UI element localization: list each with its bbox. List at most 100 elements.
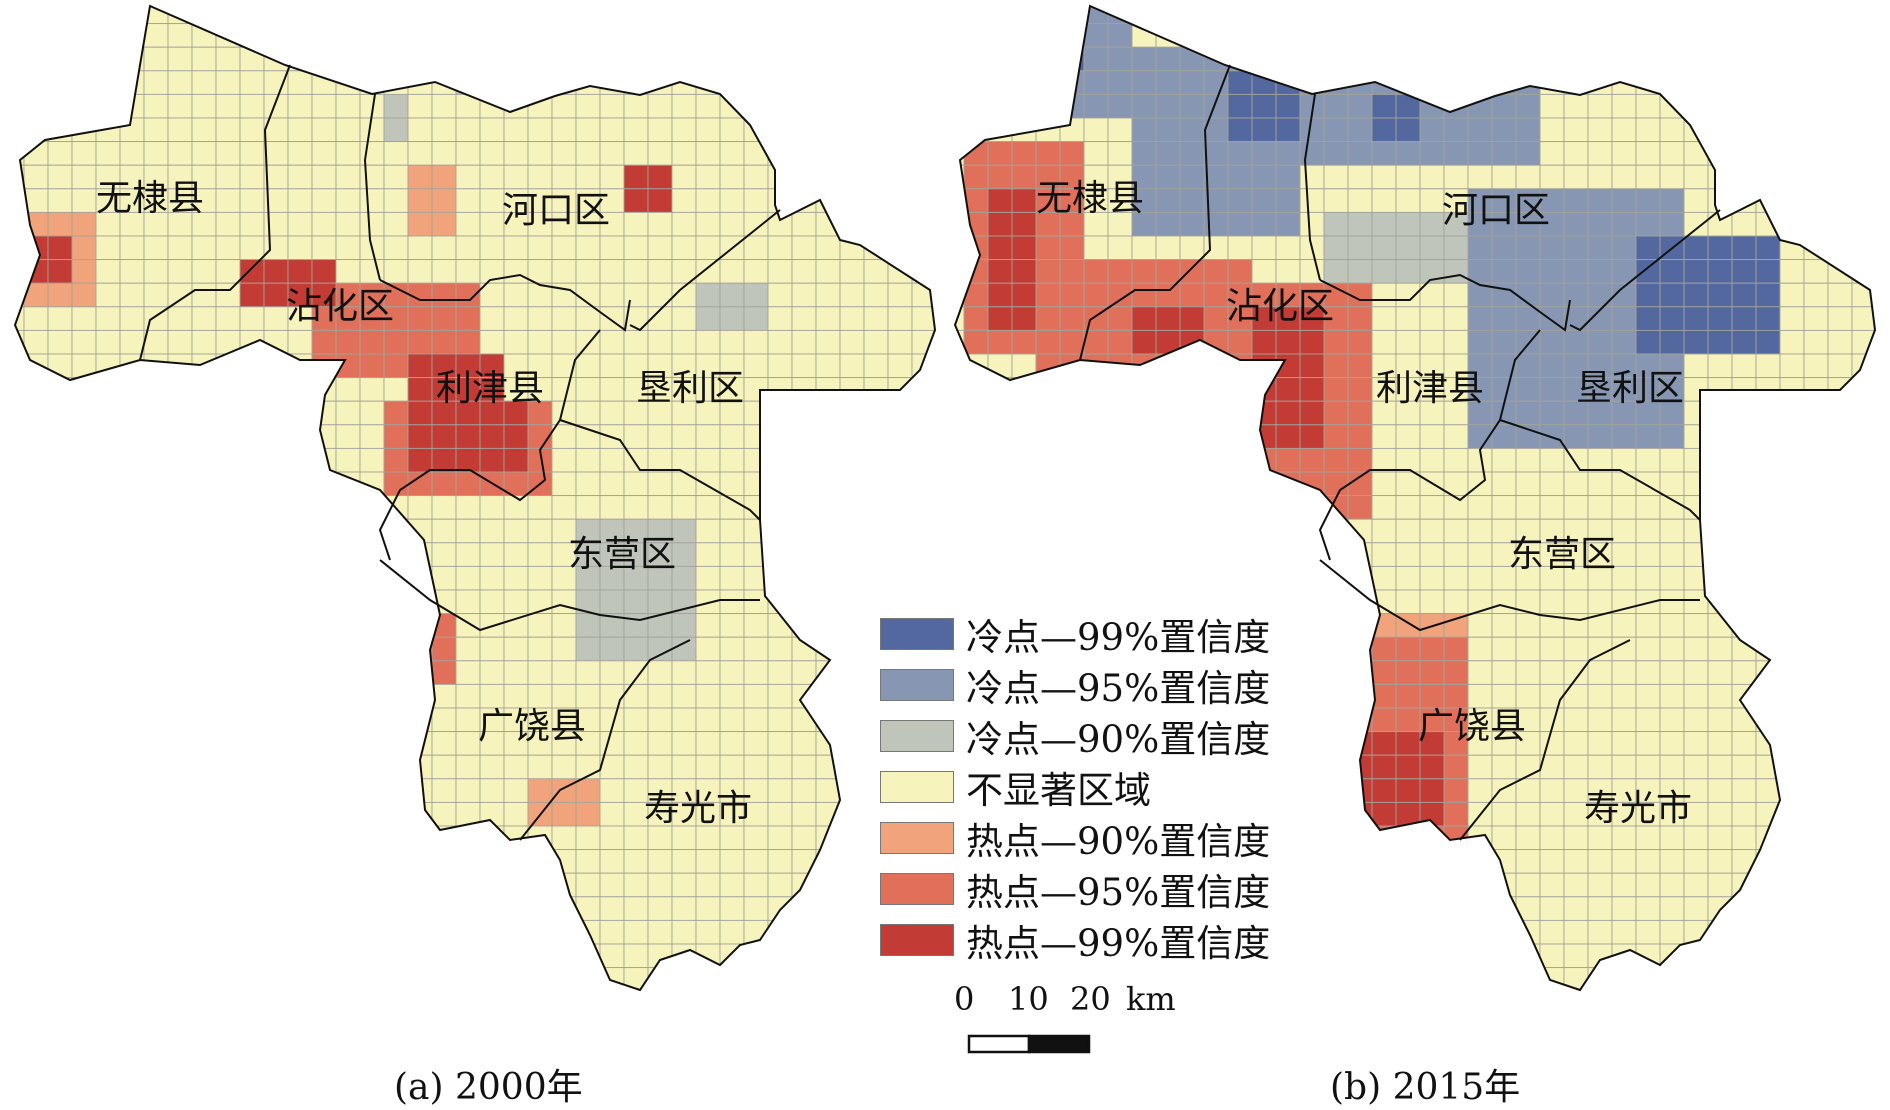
grid-cell xyxy=(1227,211,1253,237)
grid-cell xyxy=(1107,353,1133,379)
grid-cell xyxy=(1515,849,1541,874)
grid-cell xyxy=(1539,967,1565,990)
grid-cell xyxy=(527,141,553,166)
grid-cell xyxy=(335,117,361,143)
grid-cell xyxy=(95,259,121,284)
grid-cell xyxy=(1059,235,1085,261)
grid-cell xyxy=(503,518,529,544)
grid-cell xyxy=(1443,447,1469,473)
grid-cell xyxy=(1563,495,1589,520)
grid-cell xyxy=(599,495,625,520)
grid-cell xyxy=(359,164,385,190)
grid-cell xyxy=(407,235,433,261)
grid-cell xyxy=(1323,329,1349,355)
grid-cell xyxy=(503,778,529,803)
district-boundary xyxy=(629,209,781,332)
grid-cell xyxy=(1131,353,1157,379)
grid-cell xyxy=(1131,117,1157,143)
grid-cell xyxy=(1419,778,1445,803)
grid-cell xyxy=(1083,70,1109,95)
grid-cell xyxy=(1275,117,1301,143)
grid-cell xyxy=(623,235,649,261)
grid-cell xyxy=(1227,70,1253,95)
grid-cell xyxy=(263,282,289,308)
grid-cell xyxy=(47,188,73,213)
grid-cell xyxy=(623,754,649,780)
grid-cell xyxy=(1515,70,1541,95)
grid-cell xyxy=(479,518,505,544)
grid-cell xyxy=(1563,70,1589,95)
grid-cell xyxy=(1251,329,1277,355)
grid-cell xyxy=(1035,259,1061,284)
legend: 冷点—99%置信度 冷点—95%置信度 冷点—90%置信度 不显著区域 热点—9… xyxy=(880,608,1300,965)
grid-cell xyxy=(455,636,481,662)
grid-cell xyxy=(695,471,721,497)
grid-cell xyxy=(1563,683,1589,709)
district-boundary xyxy=(1459,639,1631,841)
grid-cell xyxy=(215,117,241,143)
grid-cell xyxy=(987,235,1013,261)
grid-cell xyxy=(1323,259,1349,284)
grid-cell xyxy=(695,447,721,473)
grid-cell xyxy=(695,211,721,237)
grid-cell xyxy=(503,117,529,143)
grid-cell xyxy=(1035,306,1061,331)
grid-cell xyxy=(383,329,409,355)
grid-cell xyxy=(671,471,697,497)
grid-cell xyxy=(215,282,241,308)
grid-cell xyxy=(71,117,97,143)
grid-cell xyxy=(479,778,505,803)
grid-cell xyxy=(1347,188,1373,213)
grid-cell xyxy=(719,117,745,143)
grid-cell xyxy=(1251,117,1277,143)
grid-cell xyxy=(1227,141,1253,166)
grid-cell xyxy=(1755,259,1781,284)
grid-cell xyxy=(1467,495,1493,520)
grid-cell xyxy=(1611,93,1637,119)
grid-cell xyxy=(287,211,313,237)
grid-cell xyxy=(1131,23,1157,48)
grid-cell xyxy=(455,565,481,591)
grid-cell xyxy=(359,424,385,449)
grid-cell xyxy=(1107,23,1133,48)
grid-cell xyxy=(599,731,625,756)
grid-cell xyxy=(1755,849,1781,874)
grid-cell xyxy=(575,447,601,473)
grid-cell xyxy=(1635,896,1661,921)
grid-cell xyxy=(1227,259,1253,284)
grid-cell xyxy=(1563,636,1589,662)
grid-cell xyxy=(1731,660,1757,685)
grid-cell xyxy=(599,447,625,473)
grid-cell xyxy=(1059,70,1085,95)
grid-cell xyxy=(599,919,625,945)
grid-cell xyxy=(1155,46,1181,72)
grid-cell xyxy=(1683,400,1709,426)
grid-cell xyxy=(1227,188,1253,213)
grid-cell xyxy=(623,683,649,709)
grid-cell xyxy=(1515,400,1541,426)
grid-cell xyxy=(1323,424,1349,449)
grid-cell xyxy=(335,164,361,190)
grid-cell xyxy=(1731,825,1757,851)
grid-cell xyxy=(1707,801,1733,827)
grid-cell xyxy=(335,188,361,213)
grid-cell xyxy=(767,589,793,615)
grid-cell xyxy=(1299,164,1325,190)
grid-cell xyxy=(191,70,217,95)
grid-cell xyxy=(47,141,73,166)
grid-cell xyxy=(1299,329,1325,355)
grid-cell xyxy=(647,141,673,166)
grid-cell xyxy=(1371,164,1397,190)
grid-cell xyxy=(95,141,121,166)
grid-cell xyxy=(1371,636,1397,662)
grid-cell xyxy=(1275,353,1301,379)
grid-cell xyxy=(671,117,697,143)
grid-cell xyxy=(1683,613,1709,638)
grid-cell xyxy=(455,778,481,803)
grid-cell xyxy=(1395,518,1421,544)
grid-cell xyxy=(1611,613,1637,638)
grid-cell xyxy=(1635,329,1661,355)
grid-cell xyxy=(1563,896,1589,921)
grid-cell xyxy=(239,70,265,95)
grid-cell xyxy=(1299,117,1325,143)
